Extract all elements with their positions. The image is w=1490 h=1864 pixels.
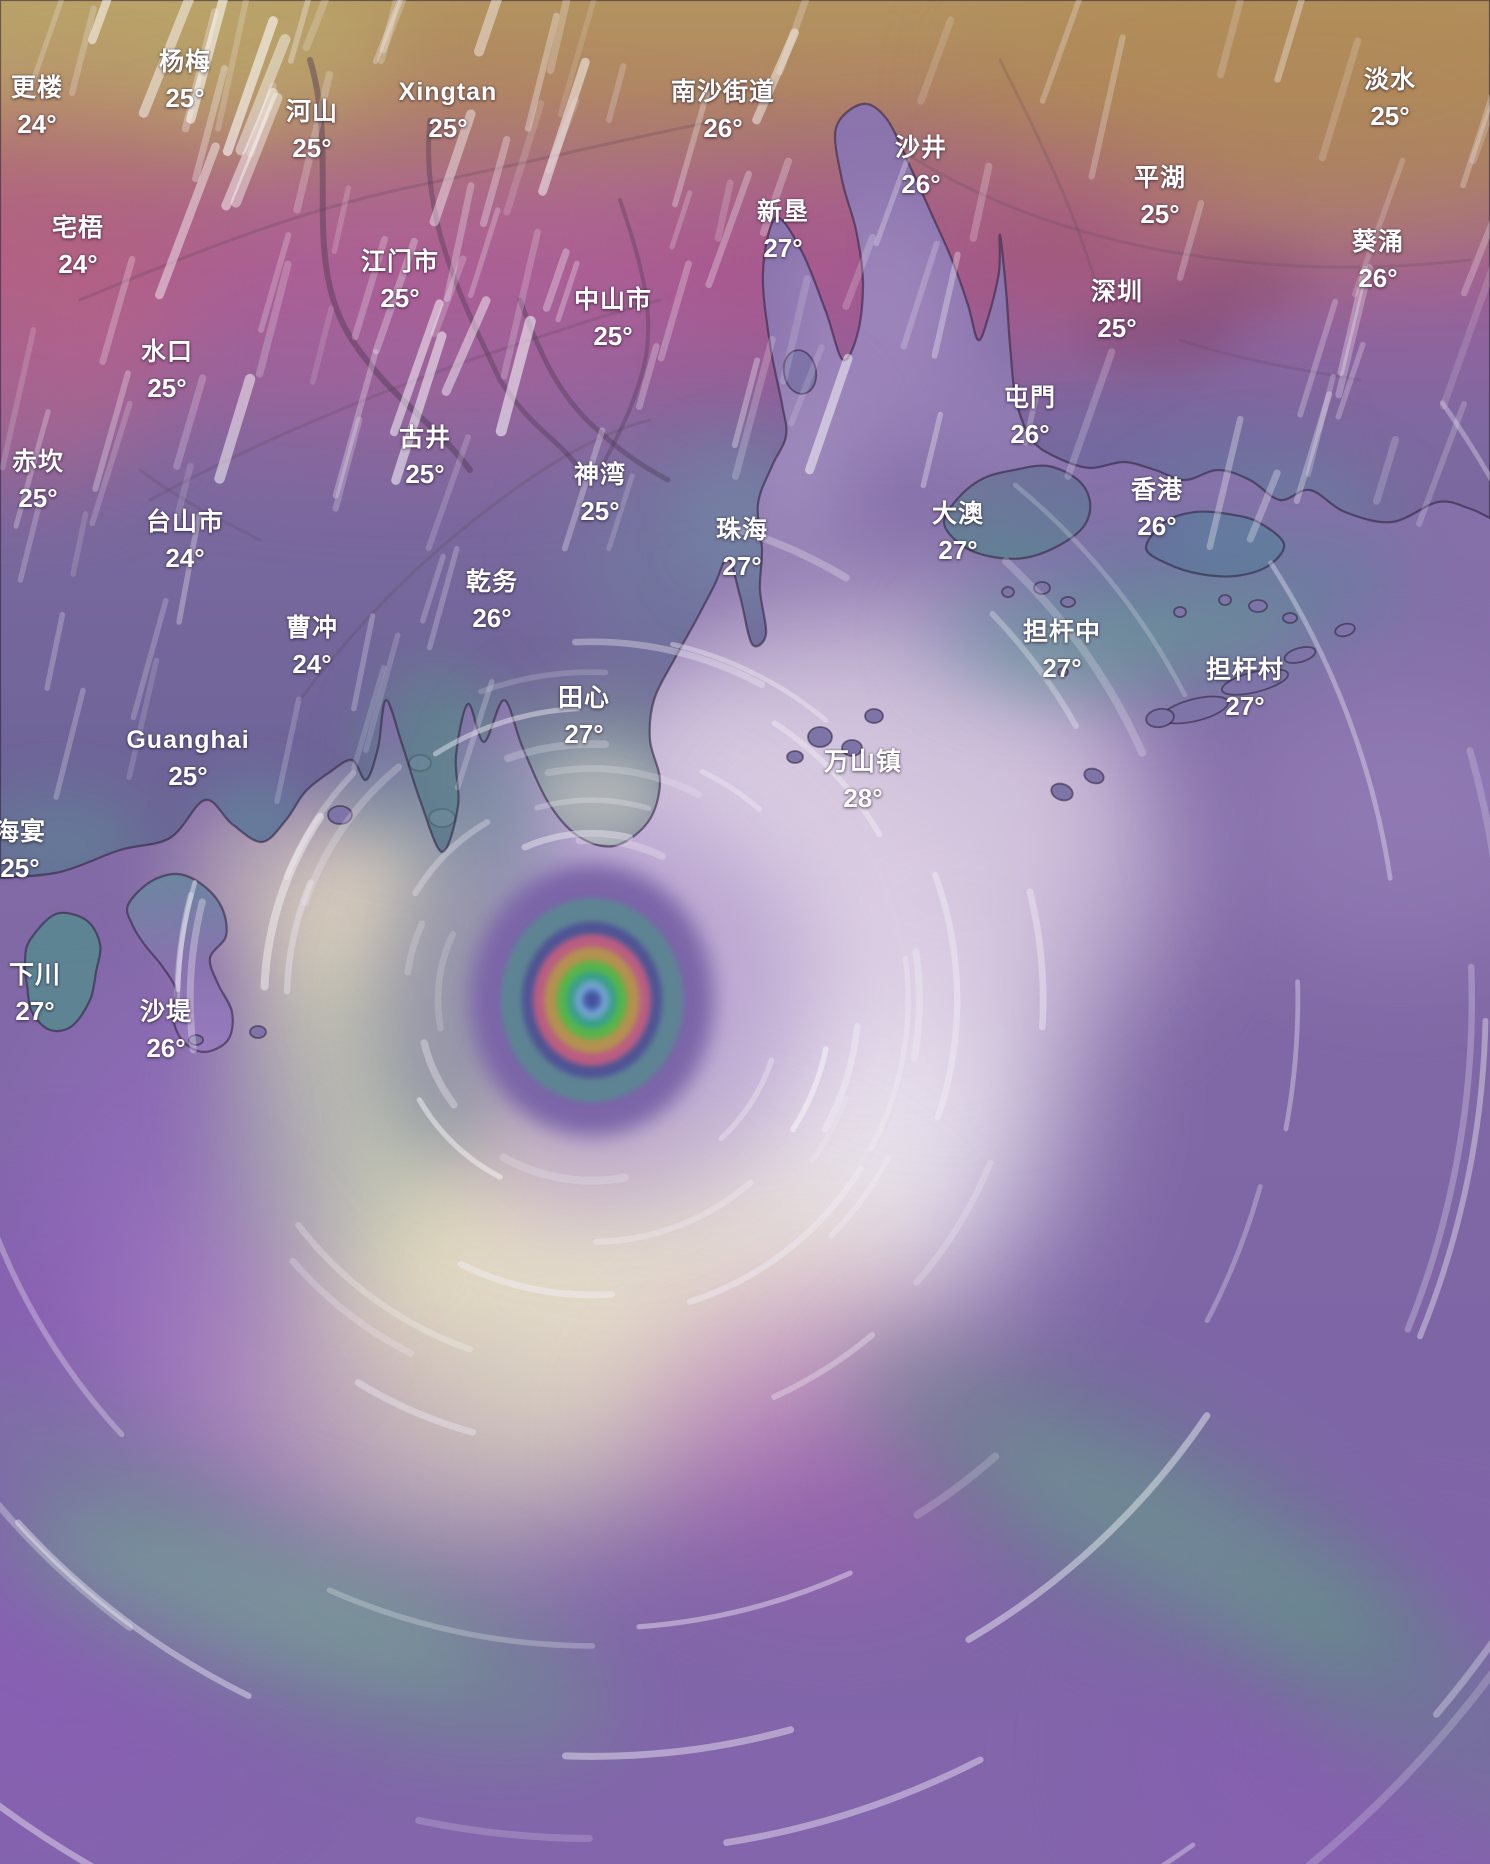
islet <box>1173 606 1187 618</box>
typhoon-ring-center-dot <box>587 994 597 1006</box>
typhoon-eye <box>470 864 714 1136</box>
islet <box>188 1034 204 1046</box>
islet <box>864 708 884 724</box>
islet <box>327 805 353 825</box>
islet <box>1218 594 1232 606</box>
islet <box>1221 668 1289 696</box>
islet <box>1334 622 1356 638</box>
islet <box>1001 586 1015 598</box>
islet <box>1283 646 1317 664</box>
islet <box>1282 612 1298 624</box>
xiachuan-island <box>24 912 101 1032</box>
shangchuan-island <box>126 873 233 1052</box>
islet <box>1060 596 1076 608</box>
road-river-network <box>78 57 1472 702</box>
islet <box>1050 782 1074 802</box>
islet <box>807 726 833 748</box>
islet <box>1248 599 1268 613</box>
islet <box>786 750 804 764</box>
islet <box>1057 667 1069 677</box>
islet <box>1083 767 1105 785</box>
coastline-outlines <box>0 0 1490 1054</box>
islet <box>1033 581 1051 595</box>
islet <box>782 349 818 395</box>
islet <box>249 1025 267 1039</box>
islet <box>1145 707 1175 729</box>
islet <box>841 739 863 757</box>
